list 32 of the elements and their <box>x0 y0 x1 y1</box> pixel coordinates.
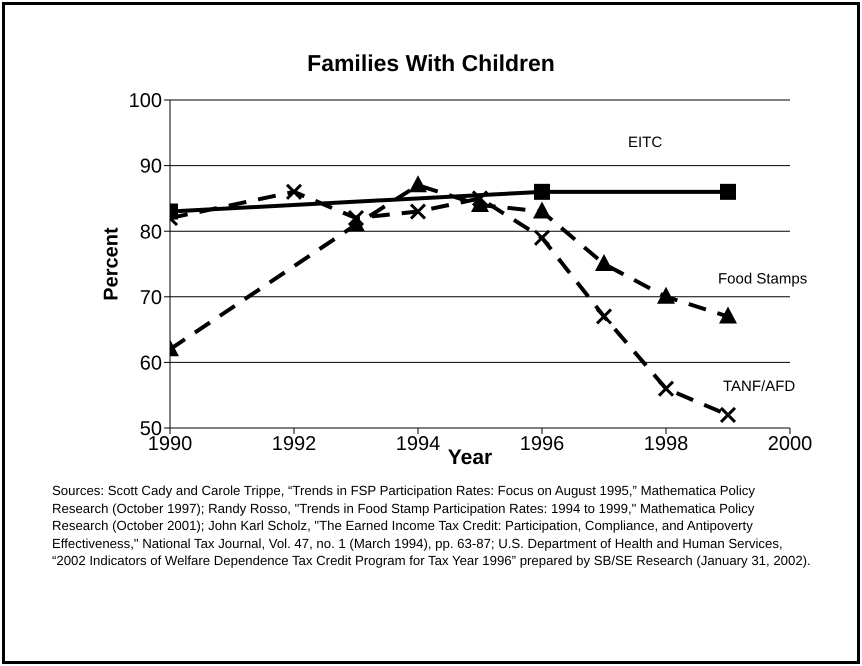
point <box>472 190 488 207</box>
series-label: TANF/AFD <box>723 378 796 395</box>
point <box>286 183 302 200</box>
point <box>596 308 612 325</box>
point <box>534 229 550 246</box>
point <box>348 210 364 227</box>
point <box>410 203 426 220</box>
y-tick-label: 90 <box>140 156 162 178</box>
x-axis-title: Year <box>448 446 492 469</box>
point <box>719 306 737 324</box>
text: EITC <box>628 134 662 151</box>
y-tick-label: 80 <box>140 221 162 244</box>
point <box>720 406 736 424</box>
source-note: Sources: Scott Cady and Carole Trippe, “Trends in FSP Participation Rates: Focus on August 1995,” Mathematica Policy Research (October 1997); Randy Rosso, "Trends in Food Stamp Participation Rates: 1994 to 1999," Mathematica Policy Research (October 2001); John Karl Scholz, "The Earned Income Tax Credit: Participation, Compliance, and Antipoverty Effectiveness," National Tax Journal, Vol. 47, no. 1 (March 1994), pp. 63-87; U.S. Department of Health and Human Services, “2002 Indicators of Welfare Dependence Tax Credit Program for Tax Year 1996” prepared by SB/SE Research (January 31, 2002). <box>52 482 812 570</box>
point <box>720 184 736 200</box>
point <box>534 184 550 200</box>
y-axis-title: Percent <box>100 227 124 301</box>
x-tick-label: 1996 <box>520 433 564 456</box>
x-tick-label: 1992 <box>272 433 316 456</box>
x-tick-label: 1994 <box>396 433 440 456</box>
chart-title: Families With Children <box>306 50 556 77</box>
y-tick-label: 100 <box>128 90 162 112</box>
point <box>658 380 674 398</box>
x-tick-label: 2000 <box>768 433 812 456</box>
y-tick-label: 70 <box>140 286 162 309</box>
point <box>533 202 551 219</box>
point <box>409 175 427 192</box>
point <box>595 254 613 271</box>
point <box>657 286 675 304</box>
y-tick-label: 60 <box>140 352 162 374</box>
series-label: Food Stamps <box>718 270 808 288</box>
x-tick-label: 1998 <box>644 433 688 456</box>
